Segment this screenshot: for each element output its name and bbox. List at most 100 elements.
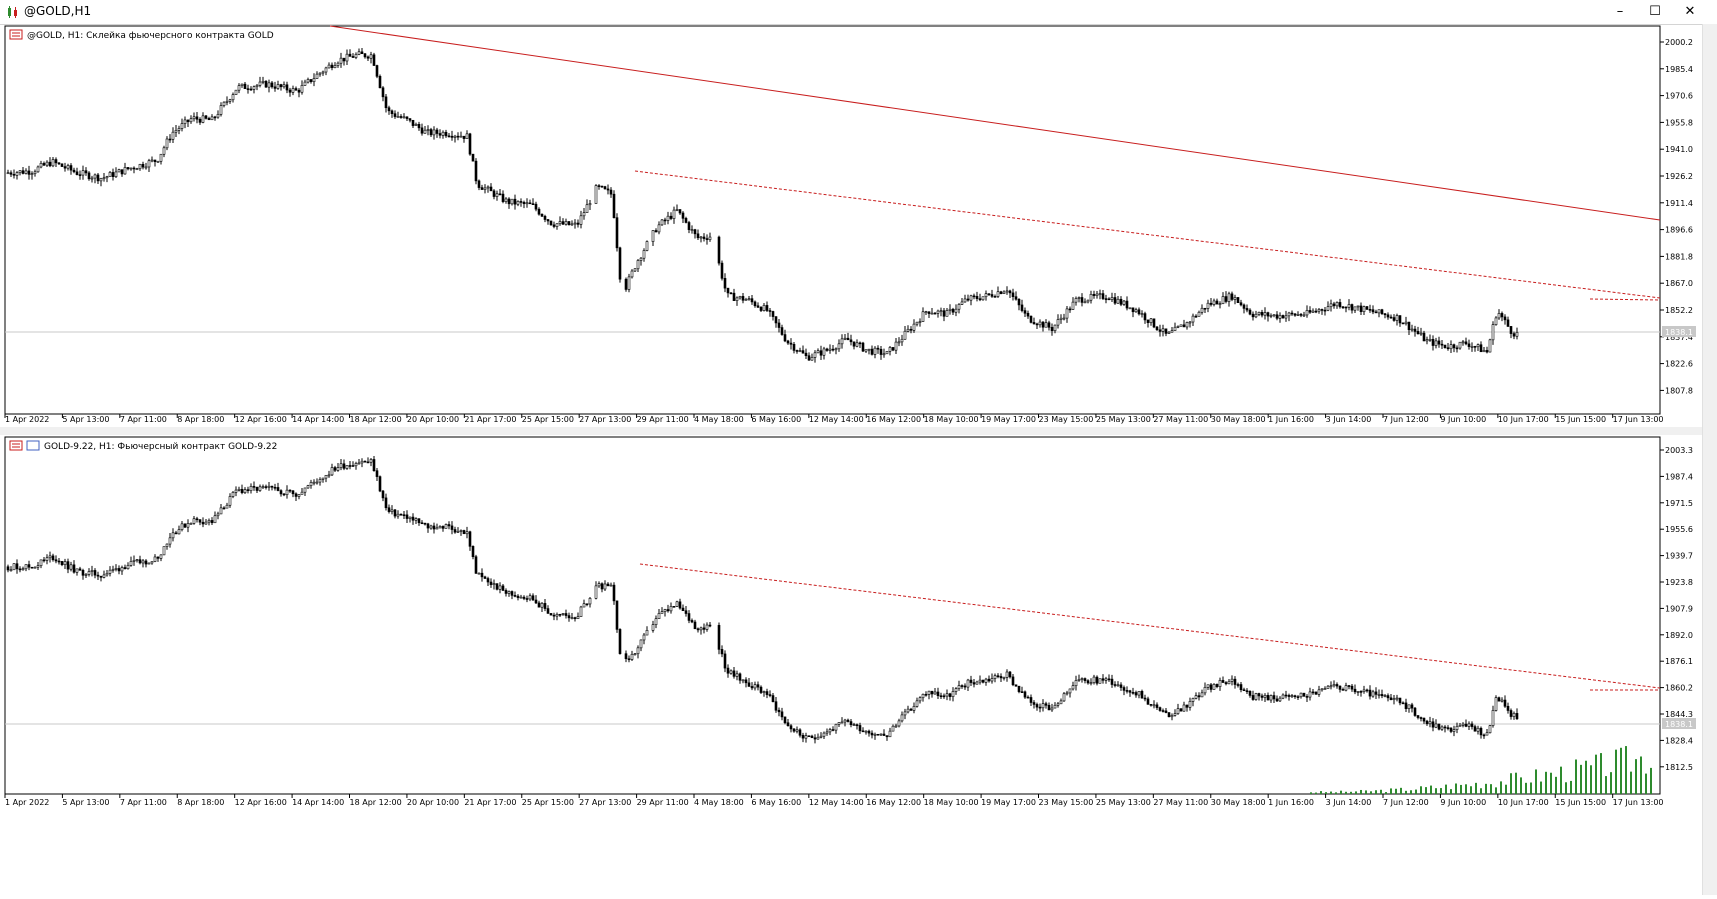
candle-body	[927, 690, 931, 695]
candle-body	[339, 463, 343, 468]
candle-body	[849, 721, 853, 725]
candle-body	[840, 721, 844, 724]
candle-body	[480, 187, 484, 190]
candle-body	[309, 79, 313, 83]
candle-body	[420, 522, 424, 525]
candle-body	[1200, 307, 1204, 313]
candle-body	[483, 576, 487, 579]
chart1-trendline-dashed[interactable]	[634, 170, 1661, 299]
candle-body	[759, 306, 763, 311]
candle-body	[249, 88, 253, 91]
candle-body	[672, 606, 676, 608]
candle-body	[861, 342, 865, 352]
candle-body	[243, 489, 247, 493]
x-tick-label: 10 Jun 17:00	[1498, 415, 1549, 424]
candle-body	[1014, 296, 1018, 300]
candle-body	[1134, 309, 1138, 313]
candle-body	[459, 530, 463, 532]
candle-body	[558, 221, 562, 225]
candle-body	[507, 591, 511, 594]
maximize-button[interactable]: ☐	[1649, 4, 1661, 19]
candle-body	[138, 163, 142, 170]
chart2-trendline-dashed[interactable]	[639, 563, 1661, 689]
volume-bar	[1645, 773, 1647, 794]
candle-body	[594, 185, 598, 204]
candle-body	[228, 496, 232, 506]
candle-body	[1452, 344, 1456, 349]
candle-body	[408, 516, 412, 519]
x-tick-label: 9 Jun 10:00	[1440, 415, 1486, 424]
candle-body	[882, 733, 886, 736]
candle-body	[1113, 684, 1117, 686]
chart1-trendline-solid[interactable]	[329, 25, 1661, 221]
chart1-arrow-line[interactable]	[1589, 298, 1661, 301]
candle-body	[1356, 691, 1360, 693]
candle-body	[306, 485, 310, 489]
candle-body	[999, 291, 1003, 294]
charts-canvas[interactable]: @GOLD, H1: Склейка фьючерсного контракта…	[0, 24, 1717, 895]
volume-bar	[1420, 786, 1422, 794]
candle-body	[996, 291, 1000, 297]
x-tick-label: 20 Apr 10:00	[407, 415, 459, 424]
candle-body	[1200, 692, 1204, 698]
candle-body	[864, 730, 868, 733]
candle-body	[954, 688, 958, 692]
right-scroll-strip[interactable]	[1702, 24, 1717, 895]
candle-body	[1320, 309, 1324, 311]
candle-body	[375, 65, 379, 77]
candle-body	[279, 490, 283, 495]
candle-body	[471, 153, 475, 162]
candle-body	[1269, 315, 1273, 317]
candle-body	[180, 123, 184, 129]
candle-body	[1065, 308, 1069, 319]
candle-body	[1005, 290, 1009, 293]
candle-body	[522, 596, 526, 599]
candle-body	[63, 166, 67, 169]
candle-body	[783, 334, 787, 342]
candle-body	[1158, 707, 1162, 711]
close-button[interactable]: ✕	[1684, 4, 1696, 19]
candle-body	[111, 172, 115, 177]
x-tick-label: 5 Apr 13:00	[62, 798, 109, 807]
candle-body	[1209, 302, 1213, 305]
x-tick-label: 1 Apr 2022	[5, 415, 49, 424]
candle-body	[1062, 693, 1066, 702]
candle-body	[219, 105, 223, 115]
candle-body	[1089, 682, 1093, 684]
candle-body	[723, 278, 727, 289]
gold-continuous-chart[interactable]: @GOLD, H1: Склейка фьючерсного контракта…	[4, 25, 1696, 424]
volume-bar	[1380, 789, 1382, 794]
panel-divider[interactable]	[0, 427, 1717, 435]
candle-body	[597, 185, 601, 187]
candle-body	[1245, 690, 1249, 692]
candle-body	[78, 568, 82, 571]
volume-bar	[1345, 791, 1347, 794]
candle-body	[93, 174, 97, 179]
candle-body	[1323, 688, 1327, 690]
gold-future-chart[interactable]: GOLD-9.22, H1: Фьючерсный контракт GOLD-…	[4, 436, 1696, 807]
candle-body	[1287, 695, 1291, 697]
x-tick-label: 15 Jun 15:00	[1555, 798, 1606, 807]
candle-body	[1434, 340, 1438, 346]
candle-body	[39, 559, 43, 566]
candle-body	[1209, 684, 1213, 690]
candle-body	[1101, 678, 1105, 681]
candle-body	[282, 493, 286, 496]
candle-body	[396, 116, 400, 118]
candle-body	[402, 514, 406, 517]
candle-body	[1092, 293, 1096, 296]
candle-body	[870, 732, 874, 736]
candle-body	[411, 516, 415, 521]
candle-body	[969, 679, 973, 683]
volume-bar	[1395, 788, 1397, 794]
candle-body	[1032, 702, 1036, 705]
candle-body	[687, 613, 691, 621]
candle-body	[156, 556, 160, 559]
candle-body	[1515, 713, 1519, 720]
candle-body	[183, 523, 187, 528]
chart2-ticker-icon	[26, 440, 40, 451]
candle-body	[1158, 329, 1162, 332]
minimize-button[interactable]: –	[1616, 4, 1624, 19]
chart-area[interactable]: @GOLD, H1: Склейка фьючерсного контракта…	[0, 24, 1717, 895]
candle-body	[423, 129, 427, 134]
